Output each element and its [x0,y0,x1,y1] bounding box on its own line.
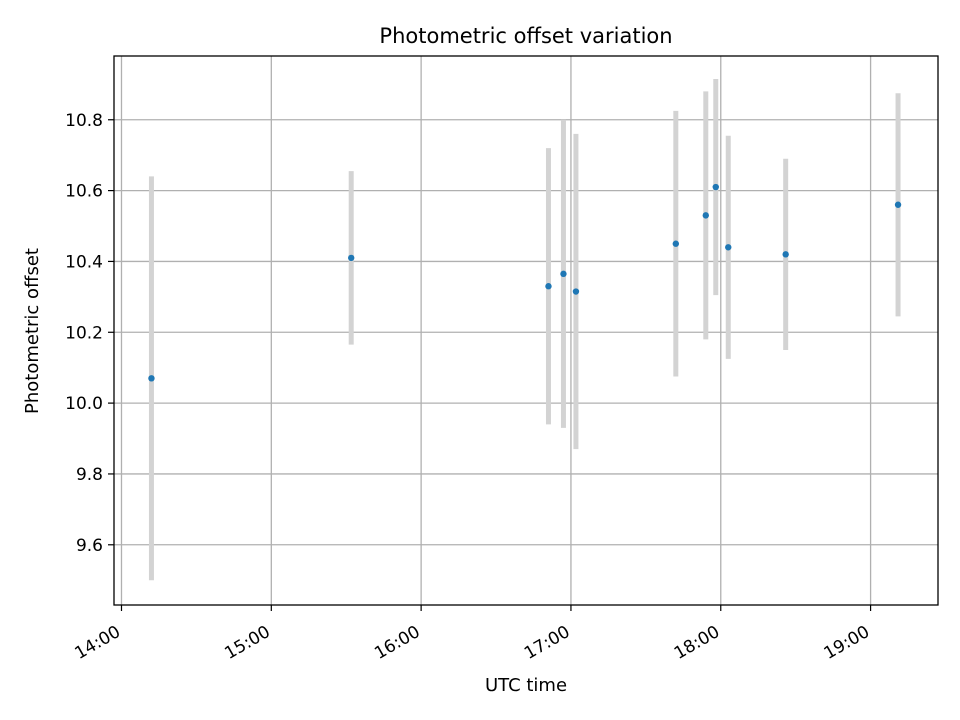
data-point [560,270,567,278]
data-point [348,254,355,262]
y-tick-label: 10.8 [65,111,103,131]
data-point [782,251,789,258]
data-point [148,375,155,382]
data-point [672,240,680,247]
y-tick-label: 10.0 [65,394,103,414]
data-point [894,201,902,208]
y-tick-label: 10.6 [65,182,103,202]
grid-lines [114,56,938,605]
chart-title: Photometric offset variation [379,24,672,48]
y-tick-label: 9.6 [76,536,103,556]
data-point [545,283,552,290]
x-axis-label: UTC time [485,675,567,696]
plot-frame [113,55,939,606]
y-axis-ticks: 9.6 9.8 10.0 10.2 10.4 10.6 10.8 [65,111,114,556]
data-point [572,288,580,295]
data-points [148,183,902,382]
data-point [725,244,732,251]
data-point [712,183,719,191]
y-tick-label: 10.2 [65,323,103,343]
y-tick-label: 10.4 [65,252,103,272]
data-point [702,212,709,219]
y-tick-label: 9.8 [76,465,103,485]
y-axis-label: Photometric offset [22,248,43,414]
